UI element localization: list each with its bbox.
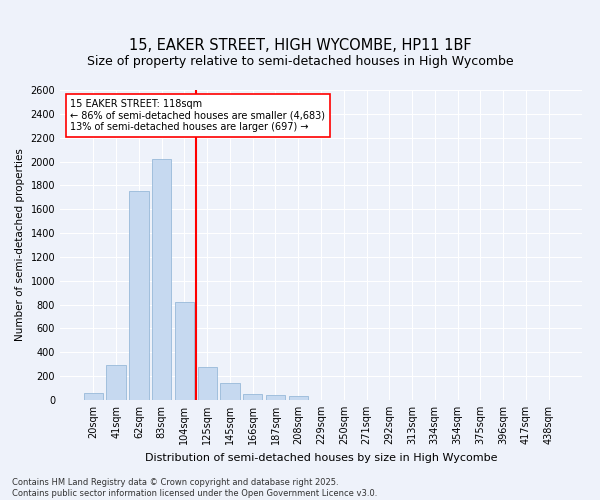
Text: 15, EAKER STREET, HIGH WYCOMBE, HP11 1BF: 15, EAKER STREET, HIGH WYCOMBE, HP11 1BF: [128, 38, 472, 52]
Text: Contains HM Land Registry data © Crown copyright and database right 2025.
Contai: Contains HM Land Registry data © Crown c…: [12, 478, 377, 498]
Bar: [84, 394, 103, 400]
Bar: [152, 159, 172, 400]
Bar: [266, 395, 285, 400]
Bar: [243, 394, 262, 400]
Bar: [289, 396, 308, 400]
Bar: [197, 366, 217, 400]
Bar: [129, 190, 149, 400]
Y-axis label: Number of semi-detached properties: Number of semi-detached properties: [15, 148, 25, 342]
X-axis label: Distribution of semi-detached houses by size in High Wycombe: Distribution of semi-detached houses by …: [145, 452, 497, 462]
Text: 15 EAKER STREET: 118sqm
← 86% of semi-detached houses are smaller (4,683)
13% of: 15 EAKER STREET: 118sqm ← 86% of semi-de…: [70, 100, 325, 132]
Bar: [106, 365, 126, 400]
Bar: [175, 302, 194, 400]
Bar: [220, 382, 239, 400]
Text: Size of property relative to semi-detached houses in High Wycombe: Size of property relative to semi-detach…: [86, 54, 514, 68]
